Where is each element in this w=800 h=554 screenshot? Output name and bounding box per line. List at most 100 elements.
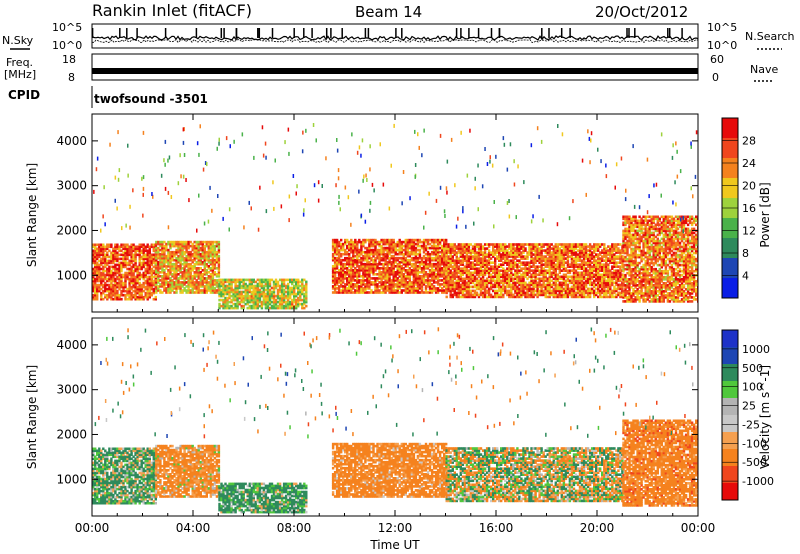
velocity-scatter-cell — [375, 404, 377, 409]
velocity-scatter-cell — [106, 361, 109, 366]
velocity-cbar-swatch — [722, 330, 738, 348]
power-scatter-cell — [620, 156, 623, 161]
power-ytick-label: 3000 — [56, 179, 87, 193]
power-scatter-cell — [118, 168, 121, 173]
velocity-scatter-cell — [570, 426, 572, 431]
velocity-scatter-cell — [450, 377, 453, 382]
velocity-scatter-cell — [263, 344, 266, 349]
power-scatter-cell — [362, 178, 364, 183]
beam-title: Beam 14 — [355, 3, 422, 21]
velocity-scatter-cell — [307, 361, 309, 365]
velocity-region-2 — [218, 482, 308, 514]
power-scatter-cell — [253, 155, 255, 160]
velocity-scatter-cell — [302, 387, 305, 391]
power-scatter-cell — [660, 193, 662, 198]
power-scatter-cell — [301, 149, 304, 154]
power-scatter-cell — [536, 126, 539, 131]
velocity-scatter-cell — [448, 370, 450, 375]
power-scatter-cell — [272, 180, 274, 185]
velocity-scatter-cell — [691, 365, 693, 370]
power-scatter-cell — [204, 161, 207, 165]
power-scatter-cell — [657, 222, 660, 227]
velocity-scatter-cell — [431, 382, 434, 387]
power-scatter-cell — [117, 177, 120, 182]
power-scatter-cell — [388, 206, 391, 211]
power-scatter-cell — [358, 145, 361, 150]
velocity-scatter-cell — [387, 393, 390, 398]
velocity-scatter-cell — [455, 381, 457, 385]
power-scatter-cell — [515, 215, 517, 220]
power-scatter-cell — [93, 189, 95, 194]
velocity-cbar-swatch — [722, 381, 738, 399]
freq-trace — [92, 68, 698, 74]
velocity-scatter-cell — [120, 379, 123, 384]
power-scatter-cell — [132, 188, 134, 193]
velocity-scatter-cell — [501, 342, 504, 347]
power-scatter-cell — [305, 128, 307, 133]
velocity-scatter-cell — [94, 422, 97, 427]
power-region-4 — [445, 243, 624, 299]
velocity-region-1 — [155, 444, 221, 498]
power-cbar-tick-label: 24 — [742, 157, 756, 170]
velocity-scatter-cell — [437, 350, 439, 355]
x-tick-label: 12:00 — [378, 521, 413, 535]
power-scatter-cell — [361, 138, 364, 143]
velocity-scatter-cell — [336, 416, 339, 420]
velocity-scatter-cell — [285, 381, 288, 386]
power-scatter-cell — [216, 146, 218, 151]
power-scatter-cell — [185, 178, 187, 182]
velocity-scatter-cell — [519, 395, 522, 400]
velocity-scatter-cell — [513, 421, 515, 426]
power-scatter-cell — [336, 138, 338, 142]
power-scatter-cell — [590, 138, 592, 143]
velocity-scatter-cell — [321, 411, 323, 416]
power-scatter-cell — [530, 219, 533, 224]
noise-trace — [91, 28, 699, 44]
velocity-scatter-cell — [280, 363, 282, 368]
velocity-scatter-cell — [305, 411, 307, 416]
velocity-cells — [92, 327, 698, 514]
velocity-region-0 — [92, 447, 157, 505]
power-cbar-tick-label: 20 — [742, 180, 756, 193]
power-scatter-cell — [338, 200, 340, 205]
freq-panel — [91, 53, 699, 81]
velocity-scatter-cell — [469, 346, 471, 351]
velocity-scatter-cell — [533, 350, 536, 355]
velocity-scatter-cell — [311, 369, 313, 374]
velocity-scatter-cell — [660, 371, 663, 376]
power-scatter-cell — [675, 141, 677, 146]
velocity-scatter-cell — [436, 431, 438, 436]
velocity-scatter-cell — [384, 369, 387, 374]
velocity-scatter-cell — [493, 423, 496, 428]
x-tick-label: 16:00 — [479, 521, 514, 535]
velocity-scatter-cell — [635, 402, 637, 407]
velocity-scatter-cell — [411, 329, 413, 334]
power-scatter-cell — [222, 216, 224, 221]
power-scatter-cell — [509, 142, 512, 147]
power-ytick-label: 1000 — [56, 268, 87, 282]
power-cbar-tick-label: 28 — [742, 135, 756, 148]
power-scatter-cell — [358, 189, 360, 194]
velocity-scatter-cell — [332, 428, 334, 433]
velocity-scatter-cell — [265, 403, 267, 408]
power-scatter-cell — [321, 184, 323, 188]
power-scatter-cell — [303, 208, 305, 213]
power-scatter-cell — [350, 222, 352, 227]
velocity-scatter-cell — [125, 381, 127, 385]
velocity-scatter-cell — [98, 415, 100, 420]
power-cbar-tick-label: 16 — [742, 202, 756, 215]
power-scatter-cell — [164, 139, 167, 144]
power-scatter-cell — [421, 153, 423, 158]
velocity-scatter-cell — [415, 384, 418, 389]
velocity-scatter-cell — [132, 382, 135, 387]
power-scatter-cell — [287, 127, 290, 132]
velocity-scatter-cell — [460, 361, 462, 366]
velocity-cbar-tick-label: -25 — [742, 418, 760, 431]
power-scatter-cell — [692, 194, 694, 199]
velocity-scatter-cell — [310, 344, 312, 349]
x-axis-label: Time UT — [369, 538, 420, 552]
power-scatter-cell — [127, 143, 129, 148]
power-scatter-cell — [648, 194, 650, 199]
velocity-scatter-cell — [428, 350, 430, 355]
velocity-scatter-cell — [453, 408, 455, 412]
